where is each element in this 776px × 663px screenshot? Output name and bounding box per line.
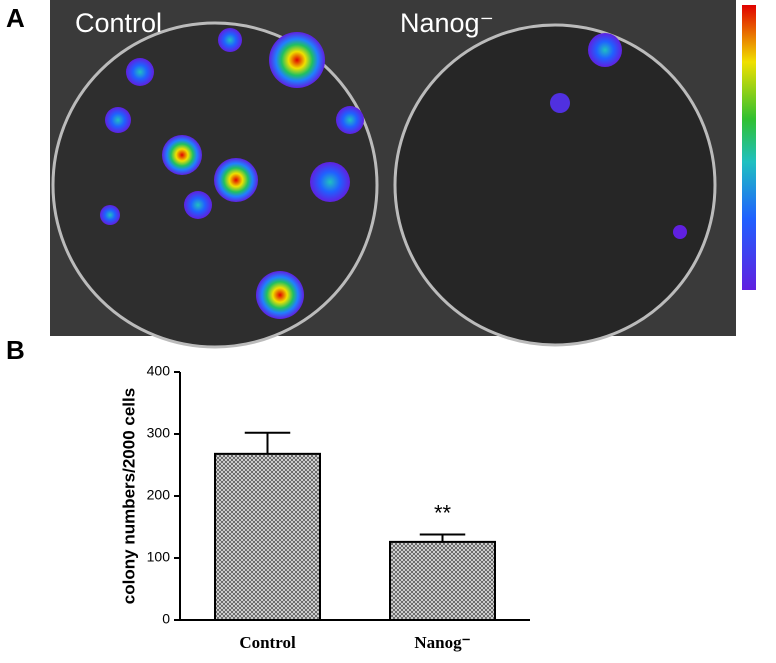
error-bar <box>419 533 466 542</box>
y-tick-label: 400 <box>147 363 171 379</box>
y-axis-label: colony numbers/2000 cells <box>119 388 138 604</box>
y-tick-label: 0 <box>162 611 170 627</box>
x-tick-label: Control <box>239 633 296 652</box>
x-tick-label: Nanog⁻ <box>414 633 470 652</box>
y-tick-label: 100 <box>147 549 171 565</box>
panel-label: B <box>6 335 25 365</box>
annotation: ** <box>434 500 452 525</box>
y-tick-label: 200 <box>147 487 171 503</box>
bar <box>389 540 496 622</box>
error-bar <box>244 431 291 454</box>
y-tick-label: 300 <box>147 425 171 441</box>
bioluminescence-image: Control Nanog⁻ <box>50 0 756 349</box>
image-label: Nanog⁻ <box>400 8 494 38</box>
image-label: Control <box>75 8 162 38</box>
bar <box>214 452 321 621</box>
panel-label: A <box>6 3 25 33</box>
